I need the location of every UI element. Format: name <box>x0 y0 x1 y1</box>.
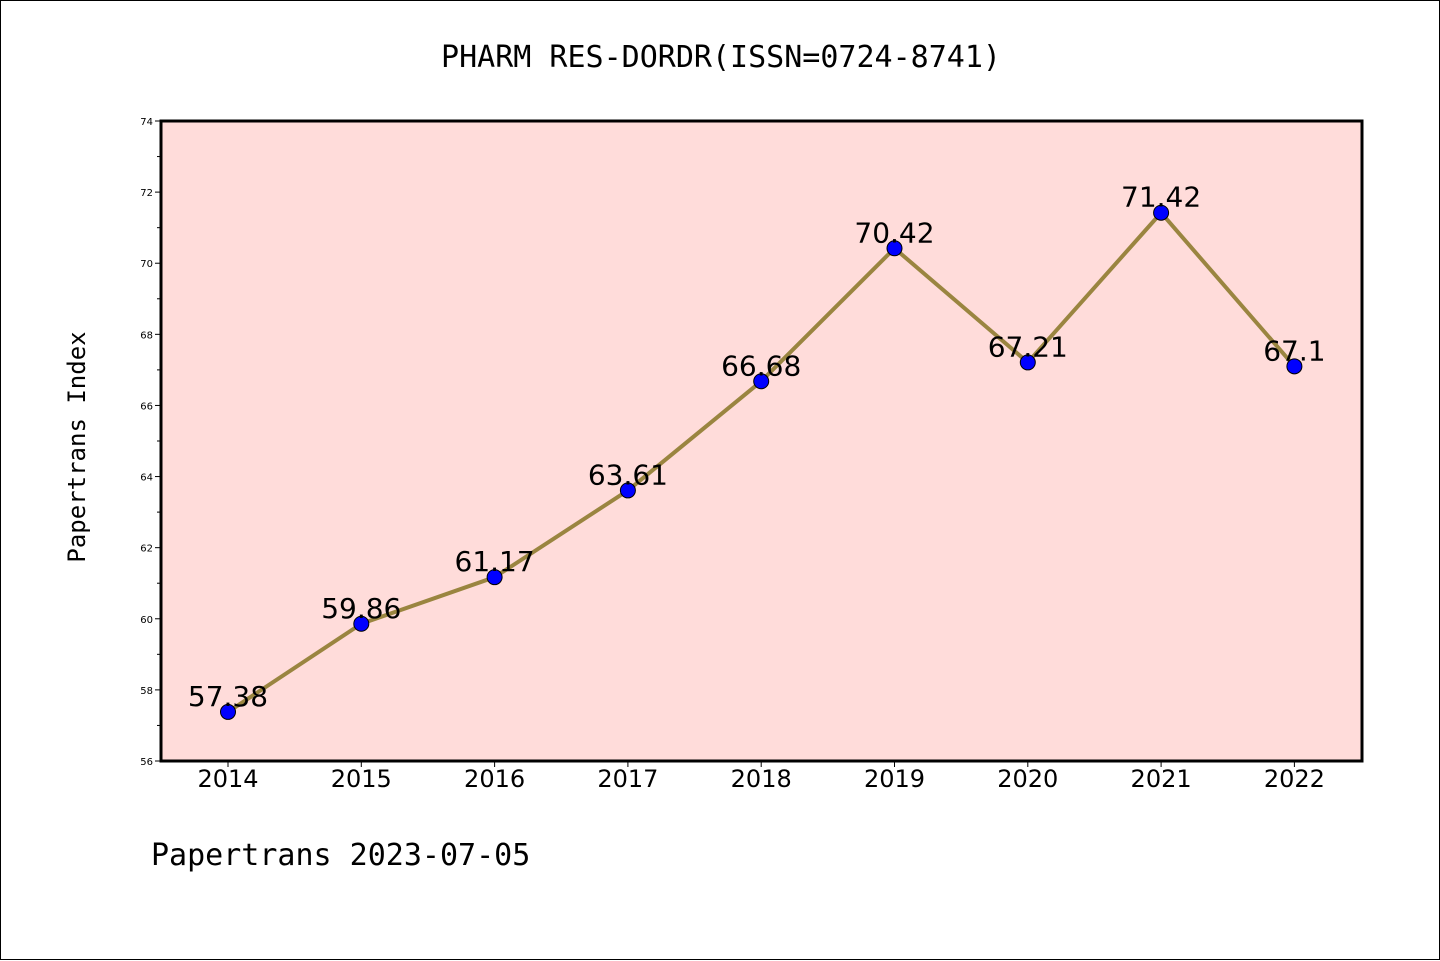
y-tick-label: 56 <box>140 757 153 768</box>
y-tick-label: 74 <box>140 117 153 128</box>
data-point <box>886 240 903 257</box>
data-point <box>220 703 236 720</box>
data-point <box>353 615 370 632</box>
chart-title: PHARM RES-DORDR(ISSN=0724-8741) <box>441 40 1001 75</box>
data-point <box>1153 204 1170 221</box>
x-tick-label: 2017 <box>597 765 658 793</box>
x-tick-label: 2020 <box>997 765 1058 793</box>
y-tick-label: 72 <box>140 188 153 199</box>
x-tick-label: 2014 <box>197 765 258 793</box>
y-tick-label: 64 <box>140 473 153 484</box>
data-markers <box>220 204 1303 720</box>
data-point <box>619 482 636 499</box>
data-label: 59.86 <box>321 592 401 625</box>
y-tick-label: 70 <box>140 259 153 270</box>
y-tick-label: 58 <box>140 686 153 697</box>
data-label: 71.42 <box>1121 181 1201 214</box>
y-axis-label: Papertrans Index <box>63 331 91 562</box>
x-tick-label: 2021 <box>1131 765 1192 793</box>
data-label: 70.42 <box>854 216 934 249</box>
x-tick-label: 2015 <box>331 765 392 793</box>
data-point <box>1286 358 1303 375</box>
y-tick-label: 60 <box>140 615 153 626</box>
data-label: 63.61 <box>588 458 668 491</box>
x-tick-label: 2022 <box>1264 765 1325 793</box>
data-label: 61.17 <box>455 545 535 578</box>
data-label: 67.1 <box>1263 334 1325 367</box>
y-tick-label: 68 <box>140 330 153 341</box>
x-axis: 2014 2015 2016 2017 2018 2019 2020 2021 2022 <box>197 761 1325 793</box>
x-tick-label: 2018 <box>731 765 792 793</box>
x-tick-label: 2019 <box>864 765 925 793</box>
data-label: 57.38 <box>188 680 268 713</box>
data-label: 67.21 <box>988 330 1068 363</box>
y-tick-label: 66 <box>140 401 153 412</box>
y-tick-label: 62 <box>140 544 153 555</box>
x-tick-label: 2016 <box>464 765 525 793</box>
data-point <box>486 569 503 586</box>
plot-area <box>161 121 1362 761</box>
data-point <box>1019 354 1036 371</box>
data-point <box>753 373 770 390</box>
y-axis: 56 58 60 62 64 66 68 70 72 74 <box>140 117 161 768</box>
data-labels: 57.38 59.86 61.17 63.61 66.68 70.42 67.21 71.42… <box>188 181 1326 713</box>
footer-text: Papertrans 2023-07-05 <box>151 838 530 873</box>
plot-border <box>159 119 1364 763</box>
data-label: 66.68 <box>721 349 801 382</box>
